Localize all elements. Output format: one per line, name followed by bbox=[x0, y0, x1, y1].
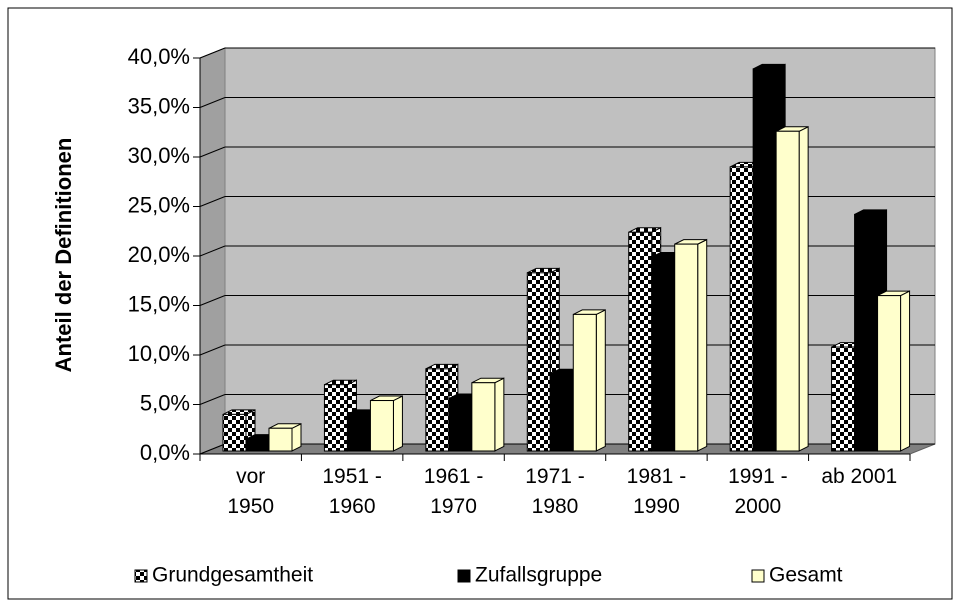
grid-line-side bbox=[199, 443, 226, 455]
bar bbox=[729, 166, 754, 452]
bar bbox=[323, 384, 348, 452]
y-tick-label: 30,0% bbox=[128, 143, 190, 168]
bar bbox=[628, 231, 653, 452]
bar bbox=[471, 382, 496, 452]
legend-swatch bbox=[751, 569, 765, 583]
y-tick-label: 40,0% bbox=[128, 44, 190, 69]
y-tick-label: 35,0% bbox=[128, 93, 190, 118]
bar bbox=[369, 400, 394, 452]
x-tick-label: ab 2001 bbox=[821, 465, 898, 488]
grid-line-side bbox=[199, 394, 226, 405]
bar-side bbox=[697, 238, 708, 452]
y-tick-label: 10,0% bbox=[128, 341, 190, 366]
bar-side bbox=[798, 125, 809, 452]
grid-line-side bbox=[199, 97, 226, 108]
bar bbox=[346, 413, 371, 452]
bar bbox=[448, 398, 473, 452]
y-tick-label: 0,0% bbox=[140, 440, 190, 465]
bar bbox=[775, 130, 800, 452]
grid-line-side bbox=[199, 245, 226, 257]
bar bbox=[752, 68, 777, 452]
x-tick-label: 1951 - 1960 bbox=[322, 465, 382, 518]
x-tick-label: 1981 - 1990 bbox=[626, 465, 687, 518]
grid-line-side bbox=[199, 344, 226, 356]
x-tick-label: 1971 - 1980 bbox=[525, 465, 585, 518]
bar bbox=[877, 295, 902, 452]
grid-line-side bbox=[199, 295, 226, 306]
bar bbox=[222, 413, 247, 452]
bar bbox=[425, 368, 450, 452]
bar bbox=[854, 213, 879, 452]
bar-side bbox=[595, 309, 606, 452]
legend-swatch bbox=[457, 569, 471, 583]
y-axis-title: Anteil der Definitionen bbox=[51, 138, 76, 373]
grid-line-side bbox=[199, 196, 226, 207]
x-tick-label: 1961 - 1970 bbox=[423, 465, 484, 518]
bar bbox=[549, 373, 574, 452]
y-tick-label: 25,0% bbox=[128, 192, 190, 217]
legend-label: Grundgesamtheit bbox=[152, 564, 313, 587]
bar-side bbox=[494, 377, 505, 452]
legend-label: Gesamt bbox=[769, 564, 843, 587]
grid-line-side bbox=[199, 47, 226, 59]
legend-swatch bbox=[134, 569, 148, 583]
bar bbox=[572, 313, 597, 452]
y-tick-label: 15,0% bbox=[128, 291, 190, 316]
y-tick-label: 20,0% bbox=[128, 242, 190, 267]
bar bbox=[651, 256, 676, 452]
bar bbox=[831, 346, 856, 452]
x-tick-label: 1991 - 2000 bbox=[728, 465, 788, 518]
bar bbox=[245, 438, 270, 452]
grid-line-side bbox=[199, 146, 226, 158]
bar bbox=[674, 243, 699, 452]
bar bbox=[268, 427, 293, 452]
y-tick-label: 5,0% bbox=[140, 390, 190, 415]
bar bbox=[526, 272, 551, 452]
x-tick-label: vor 1950 bbox=[227, 465, 275, 518]
legend-label: Zufallsgruppe bbox=[475, 564, 602, 587]
bar-side bbox=[392, 395, 403, 452]
bar-side bbox=[900, 290, 911, 452]
